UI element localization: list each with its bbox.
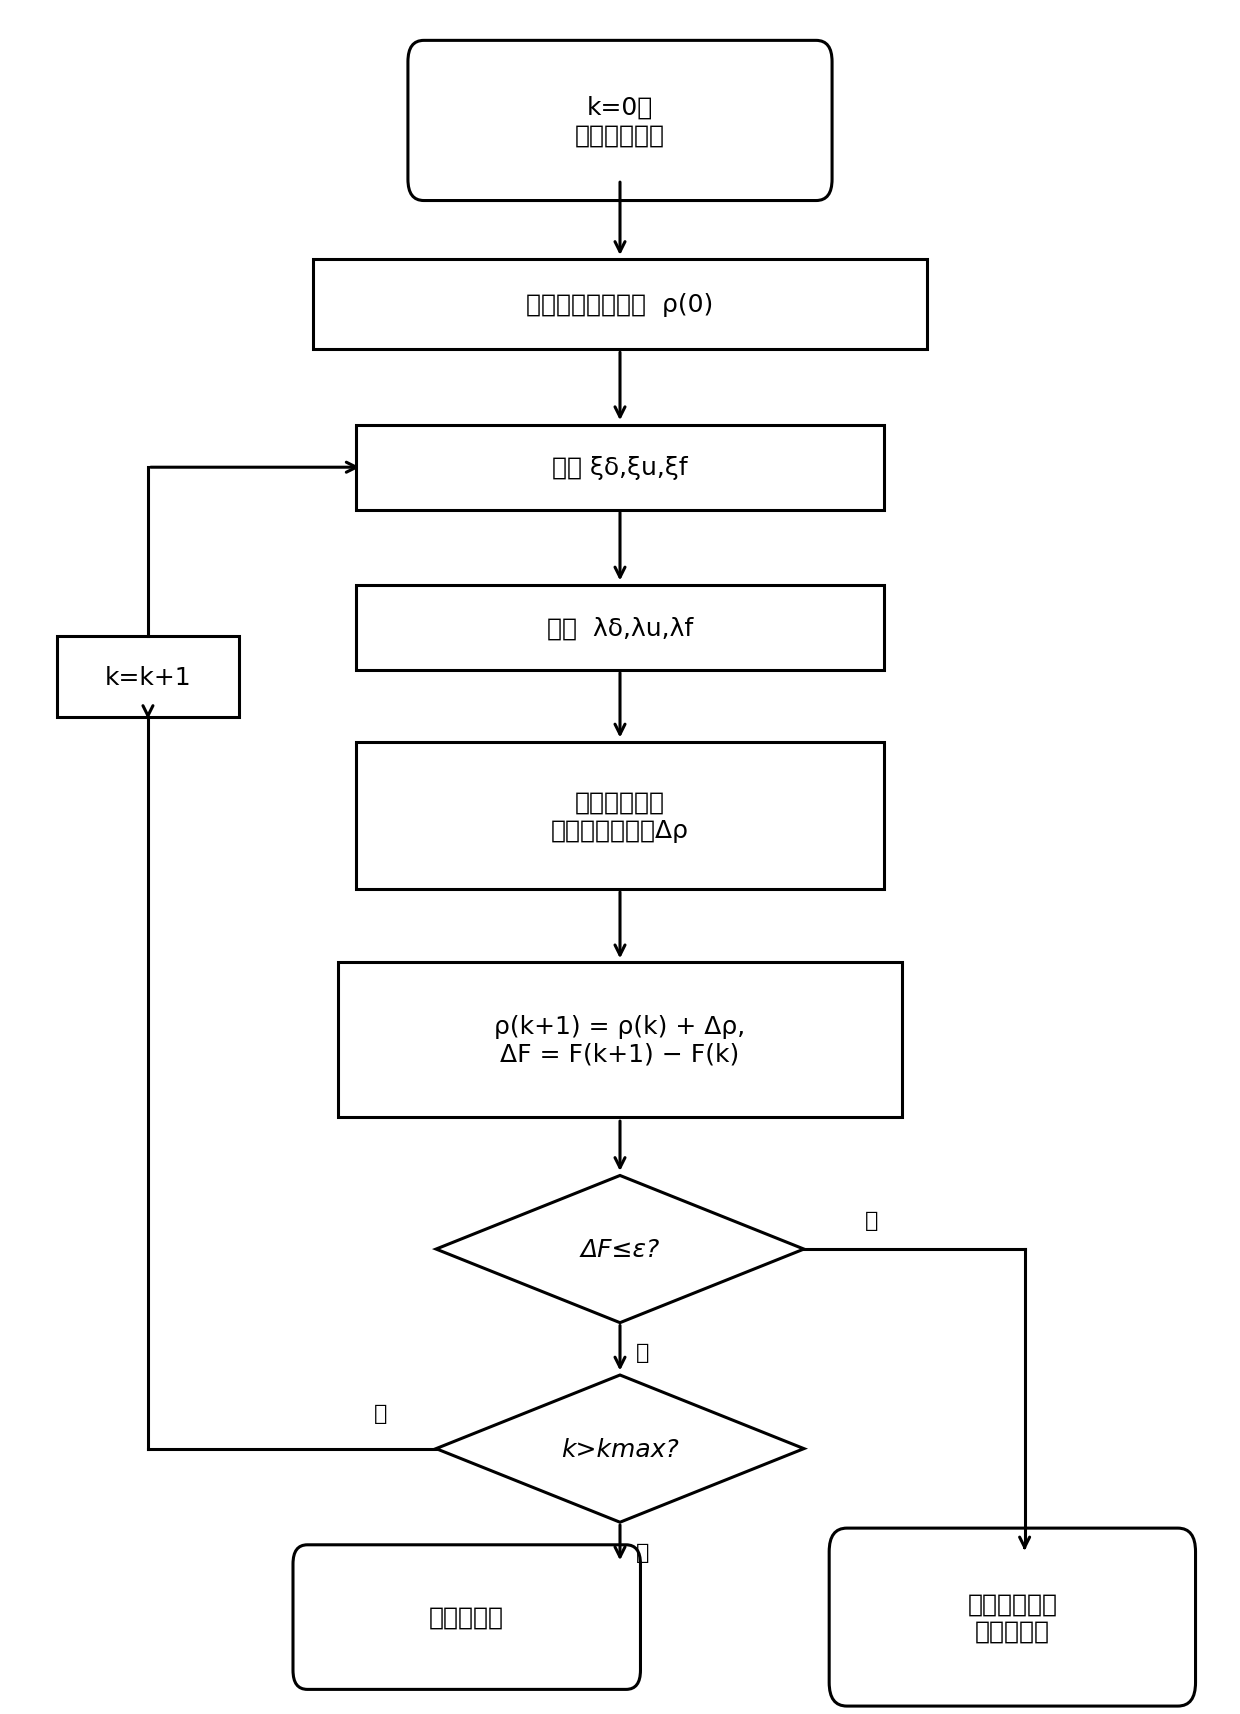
Text: 否: 否 xyxy=(635,1342,649,1363)
Bar xyxy=(314,259,926,350)
Text: k>kmax?: k>kmax? xyxy=(562,1436,678,1460)
Text: ΔF≤ε?: ΔF≤ε? xyxy=(580,1238,660,1262)
Polygon shape xyxy=(436,1176,804,1323)
Text: 设置切负荷率初値  ρ(0): 设置切负荷率初値 ρ(0) xyxy=(526,293,714,317)
Text: ρ(k+1) = ρ(k) + Δρ,
ΔF = F(k+1) − F(k): ρ(k+1) = ρ(k) + Δρ, ΔF = F(k+1) − F(k) xyxy=(495,1015,745,1066)
Polygon shape xyxy=(436,1375,804,1522)
FancyBboxPatch shape xyxy=(293,1544,641,1690)
Text: 是: 是 xyxy=(635,1543,649,1561)
Bar xyxy=(356,425,884,511)
FancyBboxPatch shape xyxy=(830,1529,1195,1705)
Text: 输出最优解，
停止计算。: 输出最优解， 停止计算。 xyxy=(967,1591,1058,1644)
Bar xyxy=(339,963,901,1118)
Bar xyxy=(356,742,884,890)
Bar xyxy=(57,636,238,718)
Text: 计算不收敛: 计算不收敛 xyxy=(429,1604,505,1628)
Text: k=0，
读取系统参数: k=0， 读取系统参数 xyxy=(575,96,665,147)
FancyBboxPatch shape xyxy=(408,41,832,202)
Text: 计算  λδ,λu,λf: 计算 λδ,λu,λf xyxy=(547,615,693,639)
Text: k=k+1: k=k+1 xyxy=(104,665,191,689)
Text: 求解线性规划
问题，求出最优Δρ: 求解线性规划 问题，求出最优Δρ xyxy=(551,790,689,842)
Bar xyxy=(356,586,884,670)
Text: 是: 是 xyxy=(864,1210,878,1231)
Text: 计算 ξδ,ξu,ξf: 计算 ξδ,ξu,ξf xyxy=(552,456,688,480)
Text: 否: 否 xyxy=(374,1402,388,1423)
